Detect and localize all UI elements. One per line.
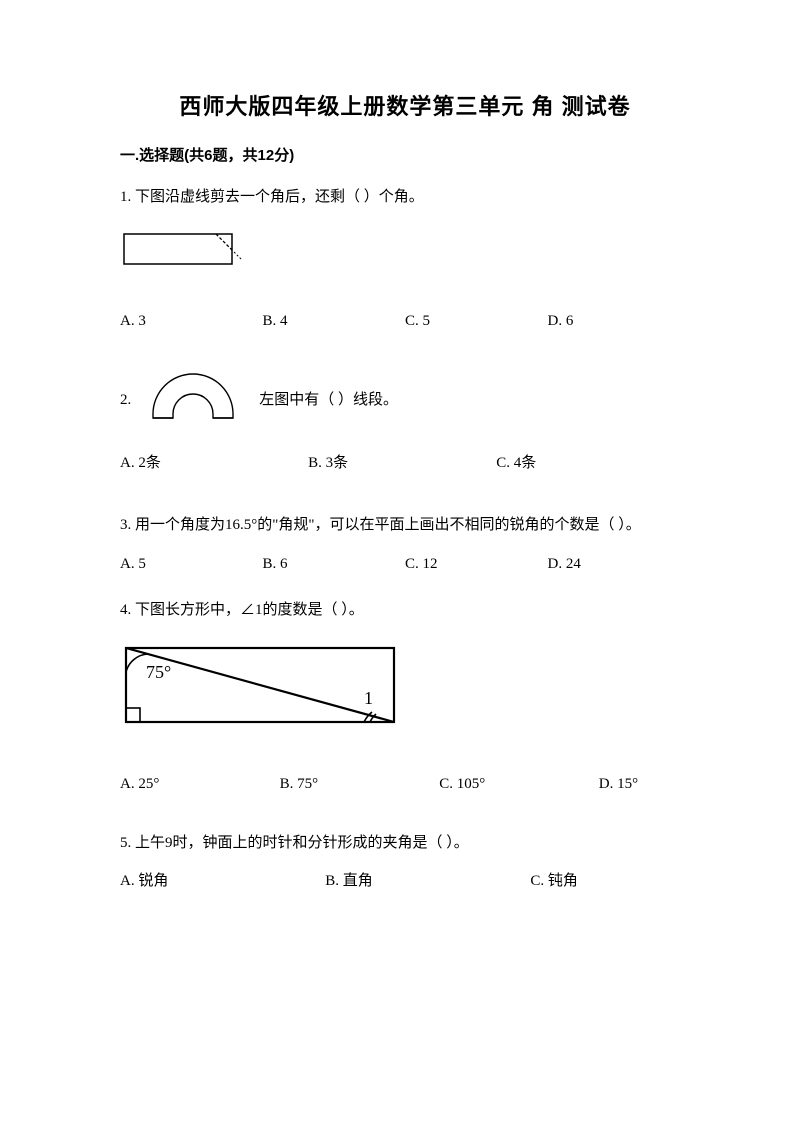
page-title: 西师大版四年级上册数学第三单元 角 测试卷 [120, 90, 690, 123]
section-header: 一.选择题(共6题，共12分) [120, 145, 690, 168]
q2-number: 2. [120, 389, 131, 412]
q4-figure: 75° 1 [120, 642, 690, 740]
q4-opt-c: C. 105° [439, 773, 599, 796]
question-4: 4. 下图长方形中，∠1的度数是（ ）。 75° 1 A. 25° B. 75°… [120, 599, 690, 796]
q1-opt-b: B. 4 [263, 310, 406, 333]
q3-options: A. 5 B. 6 C. 12 D. 24 [120, 553, 690, 576]
q2-opt-c: C. 4条 [496, 452, 684, 475]
q4-label-75: 75° [146, 662, 171, 682]
question-1: 1. 下图沿虚线剪去一个角后，还剩（ ）个角。 A. 3 B. 4 C. 5 D… [120, 186, 690, 333]
question-5: 5. 上午9时，钟面上的时针和分针形成的夹角是（ ）。 A. 锐角 B. 直角 … [120, 832, 690, 893]
q1-opt-d: D. 6 [548, 310, 691, 333]
q1-options: A. 3 B. 4 C. 5 D. 6 [120, 310, 690, 333]
q4-opt-a: A. 25° [120, 773, 280, 796]
q3-opt-a: A. 5 [120, 553, 263, 576]
q4-opt-d: D. 15° [599, 773, 690, 796]
q3-opt-b: B. 6 [263, 553, 406, 576]
q1-opt-a: A. 3 [120, 310, 263, 333]
q5-opt-c: C. 钝角 [530, 870, 690, 893]
q2-options: A. 2条 B. 3条 C. 4条 [120, 452, 690, 475]
q4-text: 4. 下图长方形中，∠1的度数是（ ）。 [120, 599, 690, 622]
q5-text: 5. 上午9时，钟面上的时针和分针形成的夹角是（ ）。 [120, 832, 690, 855]
q3-text: 3. 用一个角度为16.5°的"角规"，可以在平面上画出不相同的锐角的个数是（ … [120, 514, 690, 537]
q5-opt-b: B. 直角 [325, 870, 530, 893]
q5-options: A. 锐角 B. 直角 C. 钝角 [120, 870, 690, 893]
q1-text: 1. 下图沿虚线剪去一个角后，还剩（ ）个角。 [120, 186, 690, 209]
q1-figure [120, 228, 690, 282]
q2-text: 左图中有（ ）线段。 [259, 389, 398, 412]
q4-options: A. 25° B. 75° C. 105° D. 15° [120, 773, 690, 796]
q5-opt-a: A. 锐角 [120, 870, 325, 893]
q4-opt-b: B. 75° [280, 773, 440, 796]
q1-opt-c: C. 5 [405, 310, 548, 333]
q2-figure [139, 368, 247, 432]
q2-opt-b: B. 3条 [308, 452, 496, 475]
q2-opt-a: A. 2条 [120, 452, 308, 475]
q3-opt-d: D. 24 [548, 553, 691, 576]
q3-opt-c: C. 12 [405, 553, 548, 576]
question-2: 2. 左图中有（ ）线段。 A. 2条 B. 3条 C. 4条 [120, 368, 690, 474]
q4-label-1: 1 [364, 688, 373, 708]
question-3: 3. 用一个角度为16.5°的"角规"，可以在平面上画出不相同的锐角的个数是（ … [120, 514, 690, 575]
